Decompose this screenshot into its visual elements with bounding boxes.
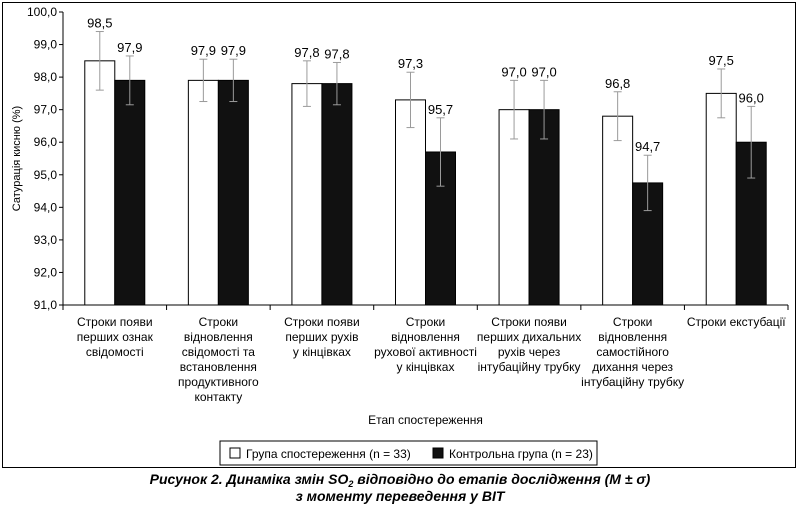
data-label-observation: 97,5	[709, 53, 734, 68]
legend-box	[219, 440, 598, 466]
x-category-label-line: перших рухів	[285, 330, 358, 344]
x-category-label-line: відновлення	[391, 330, 460, 344]
x-category-label: Строки екстубації	[687, 315, 786, 329]
x-category-label-line: рухів через	[498, 345, 561, 359]
data-label-control: 94,7	[635, 139, 660, 154]
bar-control	[321, 83, 353, 306]
data-label-observation: 97,8	[294, 45, 319, 60]
bar-observation	[498, 109, 530, 306]
data-label-control: 97,8	[324, 46, 349, 61]
x-category-label-line: свідомості та	[182, 345, 255, 359]
x-category-label-line: відновлення	[184, 330, 253, 344]
x-category-label: Строки відновлення самостійного дихання чер…	[581, 315, 684, 389]
x-category-label-line: рухової активності	[374, 345, 477, 359]
x-category-label-line: Строки екстубації	[687, 315, 786, 329]
legend-swatch-observation	[229, 447, 241, 459]
x-category-label: Строки появи перших ознак свідомості	[77, 315, 154, 359]
data-label-observation: 97,3	[398, 56, 423, 71]
figure-caption-line-1: Рисунок 2. Динаміка змін SO2 відповідно …	[0, 471, 800, 489]
x-category-label: Строки появи перших рухів у кінцівках	[284, 315, 360, 359]
x-category-label-line: Строки	[199, 315, 238, 329]
y-tick-label: 94,0	[34, 200, 58, 214]
caption-subscript: 2	[348, 479, 354, 489]
data-label-control: 95,7	[428, 102, 453, 117]
chart-frame	[2, 2, 796, 468]
bar-control	[528, 109, 560, 306]
x-category-label-line: перших дихальних	[477, 330, 581, 344]
x-category-label-line: Строки появи	[491, 315, 567, 329]
x-category-label-line: у кінцівках	[397, 360, 455, 374]
x-category-label-line: Строки появи	[284, 315, 360, 329]
data-label-observation: 97,0	[501, 64, 526, 79]
data-label-observation: 97,9	[191, 43, 216, 58]
legend-label-control: Контрольна група (n = 23)	[449, 447, 593, 461]
x-category-label-line: встановлення	[180, 360, 257, 374]
y-tick-label: 96,0	[34, 135, 58, 149]
caption-text-b: відповідно до етапів дослідження (M ± σ)	[353, 471, 651, 487]
x-category-label-line: відновлення	[598, 330, 667, 344]
y-tick-label: 95,0	[34, 168, 58, 182]
x-axis-title: Етап спостереження	[368, 413, 483, 427]
x-category-label-line: інтубаційну трубку	[581, 375, 684, 389]
bar-control	[217, 79, 249, 306]
x-category-label-line: свідомості	[86, 345, 144, 359]
data-label-observation: 98,5	[87, 16, 112, 31]
bar-observation	[395, 99, 426, 306]
caption-text-a: Рисунок 2. Динаміка змін SO	[149, 471, 349, 487]
x-category-label-line: перших ознак	[77, 330, 154, 344]
bar-observation	[602, 115, 634, 306]
x-category-label: Строки появи перших дихальних рухів через і…	[477, 315, 581, 374]
data-label-observation: 96,8	[605, 76, 630, 91]
x-category-label-line: у кінцівках	[293, 345, 351, 359]
data-label-control: 97,9	[117, 40, 142, 55]
x-category-label-line: Строки появи	[77, 315, 153, 329]
y-tick-label: 98,0	[34, 70, 58, 84]
x-category-label-line: дихання через	[592, 360, 673, 374]
y-tick-label: 97,0	[34, 103, 58, 117]
bar-observation	[705, 92, 737, 306]
data-label-control: 96,0	[739, 90, 764, 105]
x-category-label-line: Строки	[406, 315, 445, 329]
x-category-label-line: продуктивного	[178, 375, 259, 389]
x-category-label: Строки відновлення свідомості та встановлен…	[178, 315, 259, 404]
bar-observation	[187, 79, 219, 306]
x-category-label-line: контакту	[194, 390, 242, 404]
bar-control	[114, 79, 146, 306]
figure-caption-line-2: з моменту переведення у ВІТ	[0, 488, 800, 505]
x-category-label: Строки відновлення рухової активності у кін…	[374, 315, 477, 374]
y-axis-title: Сатурація кисню (%)	[11, 106, 23, 211]
bar-observation	[291, 83, 323, 306]
caption-text-c: з моменту переведення у ВІТ	[295, 488, 505, 504]
legend-label-observation: Група спостереження (n = 33)	[246, 447, 411, 461]
legend-swatch-control	[432, 447, 444, 459]
bar-observation	[84, 60, 116, 306]
data-label-control: 97,0	[531, 64, 556, 79]
x-category-label-line: Строки	[613, 315, 652, 329]
x-category-label-line: інтубаційну трубку	[478, 360, 581, 374]
x-category-label-line: самостійного	[596, 345, 669, 359]
y-tick-label: 91,0	[34, 298, 58, 312]
data-label-control: 97,9	[221, 43, 246, 58]
y-tick-label: 99,0	[34, 38, 58, 52]
y-tick-label: 93,0	[34, 233, 58, 247]
y-tick-label: 92,0	[34, 265, 58, 279]
bar-chart: 91,0 92,0 93,0 94,0 95,0 96,0 97,0 98,0 99,0 100,…	[11, 5, 789, 466]
y-tick-label: 100,0	[27, 5, 57, 19]
